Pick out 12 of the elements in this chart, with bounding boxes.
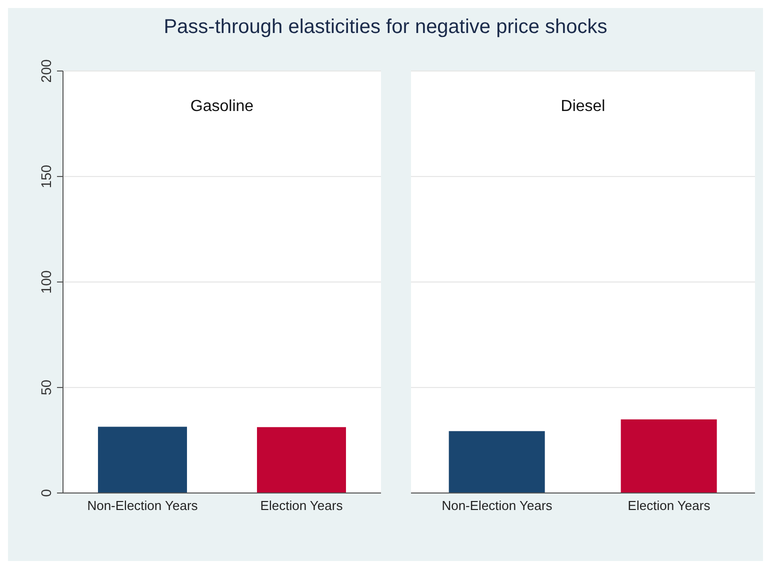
y-tick-label: 150 [38,164,54,188]
x-tick-label: Election Years [628,498,711,514]
y-tick-label: 100 [38,270,54,294]
y-tick-label: 200 [38,59,54,83]
text: Gasoline [189,98,255,116]
y-tick-label: 0 [38,488,54,497]
x-tick-label: Non-Election Years [87,498,198,514]
chart-title: Pass-through elasticities for negative price shocks [162,16,608,39]
x-tick-label: Election Years [260,498,344,514]
y-tick-label: 50 [38,380,54,396]
text: Diesel [560,98,606,116]
x-tick-label: Non-Election Years [442,498,553,514]
